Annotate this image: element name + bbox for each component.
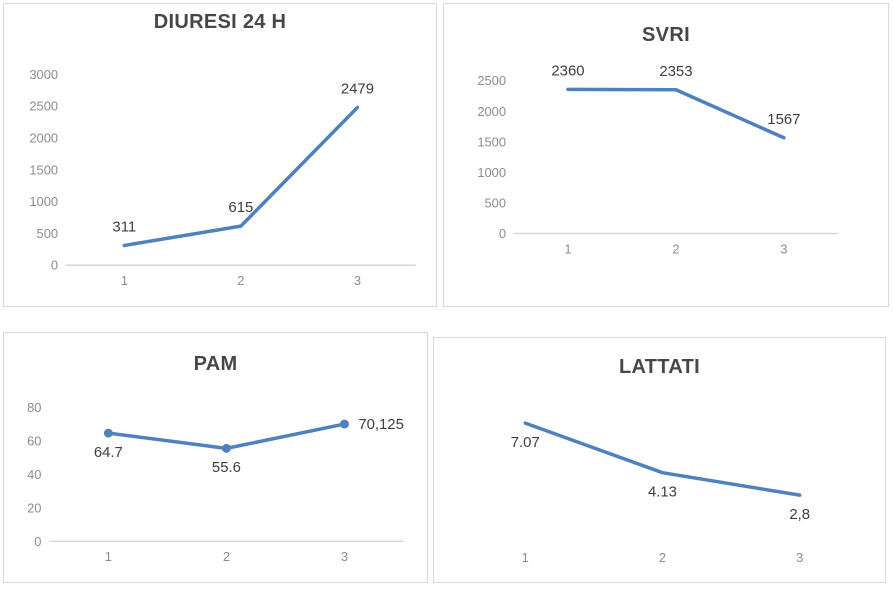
svg-text:70,125: 70,125 [358,417,403,433]
svg-text:3: 3 [354,273,361,288]
svg-text:55.6: 55.6 [212,460,241,476]
chart-canvas-svri: 0 500 1000 1500 2000 2500 1 2 3 2360 2353 1567 [477,63,838,256]
svg-text:7.07: 7.07 [511,435,540,451]
svg-text:2500: 2500 [29,99,58,114]
chart-panel-diuresi-24h: DIURESI 24 H 0 500 1000 1500 2000 2500 3000 1 2 3… [3,3,437,307]
svg-text:2,8: 2,8 [789,507,810,523]
svg-text:2000: 2000 [29,130,58,145]
svg-text:1: 1 [121,273,128,288]
svg-text:3: 3 [341,549,348,564]
svg-text:0: 0 [51,258,58,273]
svg-text:2: 2 [672,241,679,256]
svg-text:1000: 1000 [29,194,58,209]
svg-text:20: 20 [27,500,41,515]
svg-text:3000: 3000 [29,67,58,82]
svg-text:0: 0 [499,226,506,241]
svg-text:1500: 1500 [477,134,506,149]
svg-text:64.7: 64.7 [94,445,123,461]
svg-text:0: 0 [34,534,41,549]
chart-canvas-lattati: 1 2 3 7.07 4.13 2,8 [511,421,810,565]
chart-canvas-diuresi-24h: 0 500 1000 1500 2000 2500 3000 1 2 3 311 615 2479 [29,67,416,288]
chart-panel-svri: SVRI 0 500 1000 1500 2000 2500 1 2 3 2360 2353 1567 [443,3,889,307]
svg-text:1: 1 [105,549,112,564]
chart-panel-pam: PAM 0 20 40 60 80 1 2 3 64.7 55.6 70,125 [3,332,428,583]
svg-text:4.13: 4.13 [648,484,677,500]
svg-text:2000: 2000 [477,104,506,119]
svg-text:2500: 2500 [477,73,506,88]
svg-text:615: 615 [228,200,253,216]
svg-text:2: 2 [237,273,244,288]
svg-text:3: 3 [796,550,803,565]
svg-text:311: 311 [112,220,136,236]
svg-text:500: 500 [37,226,59,241]
svg-text:1000: 1000 [477,165,506,180]
svg-text:80: 80 [27,400,41,415]
chart-canvas-pam: 0 20 40 60 80 1 2 3 64.7 55.6 70,125 [27,400,404,564]
svg-text:2: 2 [659,550,666,565]
svg-text:500: 500 [485,195,507,210]
svg-text:3: 3 [780,241,787,256]
svg-text:2360: 2360 [551,63,584,79]
svg-text:2353: 2353 [659,64,692,80]
svg-text:40: 40 [27,467,41,482]
svg-text:1500: 1500 [29,162,58,177]
svg-text:1: 1 [522,550,529,565]
svg-text:60: 60 [27,433,41,448]
svg-text:2479: 2479 [341,82,374,98]
chart-panel-lattati: LATTATI 1 2 3 7.07 4.13 2,8 [433,337,886,583]
svg-text:1: 1 [564,241,571,256]
svg-text:1567: 1567 [767,112,800,128]
svg-text:2: 2 [223,549,230,564]
